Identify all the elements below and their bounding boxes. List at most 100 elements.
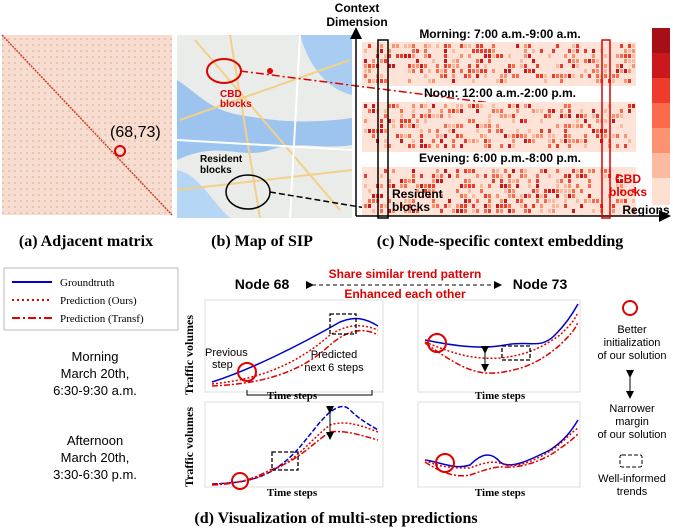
heat-cell: [524, 204, 527, 208]
heat-cell: [612, 209, 615, 213]
map: CBDblocks Residentblocks: [177, 35, 352, 218]
heat-cell: [596, 64, 599, 68]
heat-cell: [584, 134, 587, 138]
legend-label: Prediction (Transf): [60, 313, 144, 325]
heat-cell: [368, 129, 371, 133]
heat-cell: [624, 54, 627, 58]
heat-cell: [424, 114, 427, 118]
heat-cell: [480, 59, 483, 63]
heat-cell: [596, 204, 599, 208]
heat-cell: [384, 79, 387, 83]
heat-cell: [436, 44, 439, 48]
heat-cell: [364, 119, 367, 123]
heat-cell: [580, 169, 583, 173]
heat-cell: [480, 104, 483, 108]
heat-cell: [564, 134, 567, 138]
heat-cell: [588, 114, 591, 118]
heat-cell: [372, 209, 375, 213]
heat-cell: [488, 194, 491, 198]
colorbar: [652, 28, 670, 205]
heat-cell: [380, 139, 383, 143]
heat-cell: [516, 184, 519, 188]
heat-cell: [432, 79, 435, 83]
heat-cell: [576, 129, 579, 133]
heat-cell: [512, 194, 515, 198]
heat-cell: [400, 139, 403, 143]
heat-cell: [512, 139, 515, 143]
heat-cell: [460, 184, 463, 188]
heat-cell: [536, 64, 539, 68]
heat-cell: [404, 54, 407, 58]
axis-label: Time steps: [267, 487, 318, 499]
heat-cell: [452, 79, 455, 83]
heat-cell: [400, 54, 403, 58]
heat-cell: [504, 134, 507, 138]
heat-cell: [428, 144, 431, 148]
heat-cell: [432, 204, 435, 208]
heat-cell: [412, 179, 415, 183]
heat-cell: [520, 119, 523, 123]
heat-cell: [452, 209, 455, 213]
heat-cell: [476, 129, 479, 133]
heat-cell: [496, 54, 499, 58]
heat-cell: [540, 129, 543, 133]
heat-cell: [588, 179, 591, 183]
heat-cell: [472, 209, 475, 213]
heat-cell: [372, 199, 375, 203]
heat-cell: [380, 144, 383, 148]
heat-cell: [408, 124, 411, 128]
heat-cell: [380, 124, 383, 128]
heat-cell: [532, 49, 535, 53]
heat-cell: [568, 189, 571, 193]
heat-cell: [436, 109, 439, 113]
heat-cell: [536, 129, 539, 133]
heat-cell: [364, 179, 367, 183]
heat-cell: [456, 79, 459, 83]
heat-cell: [476, 44, 479, 48]
heat-cell: [508, 189, 511, 193]
heat-cell: [440, 174, 443, 178]
annotation: (68,73): [110, 124, 161, 141]
heat-cell: [452, 64, 455, 68]
heat-cell: [496, 169, 499, 173]
heat-cell: [556, 169, 559, 173]
heat-cell: [556, 174, 559, 178]
heat-cell: [624, 59, 627, 63]
heat-cell: [444, 59, 447, 63]
heat-cell: [564, 169, 567, 173]
heat-cell: [408, 44, 411, 48]
heat-cell: [552, 49, 555, 53]
heat-cell: [556, 124, 559, 128]
heat-cell: [412, 69, 415, 73]
heat-cell: [464, 49, 467, 53]
axis-label: Time steps: [267, 390, 318, 402]
heat-cell: [508, 64, 511, 68]
heat-cell: [628, 49, 631, 53]
heat-cell: [580, 204, 583, 208]
heat-cell: [472, 44, 475, 48]
heat-cell: [364, 129, 367, 133]
heat-cell: [476, 109, 479, 113]
heat-cell: [564, 184, 567, 188]
heat-cell: [616, 199, 619, 203]
heat-cell: [540, 114, 543, 118]
heat-cell: [364, 64, 367, 68]
heat-cell: [612, 74, 615, 78]
heat-cell: [508, 144, 511, 148]
legend: Groundtruth Prediction (Ours) Prediction…: [4, 268, 178, 330]
heat-cell: [404, 44, 407, 48]
heat-cell: [404, 119, 407, 123]
heat-cell: [380, 129, 383, 133]
axis-label: Time steps: [475, 390, 526, 402]
heat-cell: [420, 69, 423, 73]
heat-cell: [384, 114, 387, 118]
axis-label: ContextDimension: [326, 1, 387, 29]
relation: Enhanced each other: [344, 287, 466, 301]
heat-cell: [588, 74, 591, 78]
heat-cell: [524, 134, 527, 138]
heat-cell: [548, 189, 551, 193]
heat-cell: [484, 54, 487, 58]
heat-cell: [468, 119, 471, 123]
heat-cell: [596, 134, 599, 138]
heat-cell: [528, 169, 531, 173]
